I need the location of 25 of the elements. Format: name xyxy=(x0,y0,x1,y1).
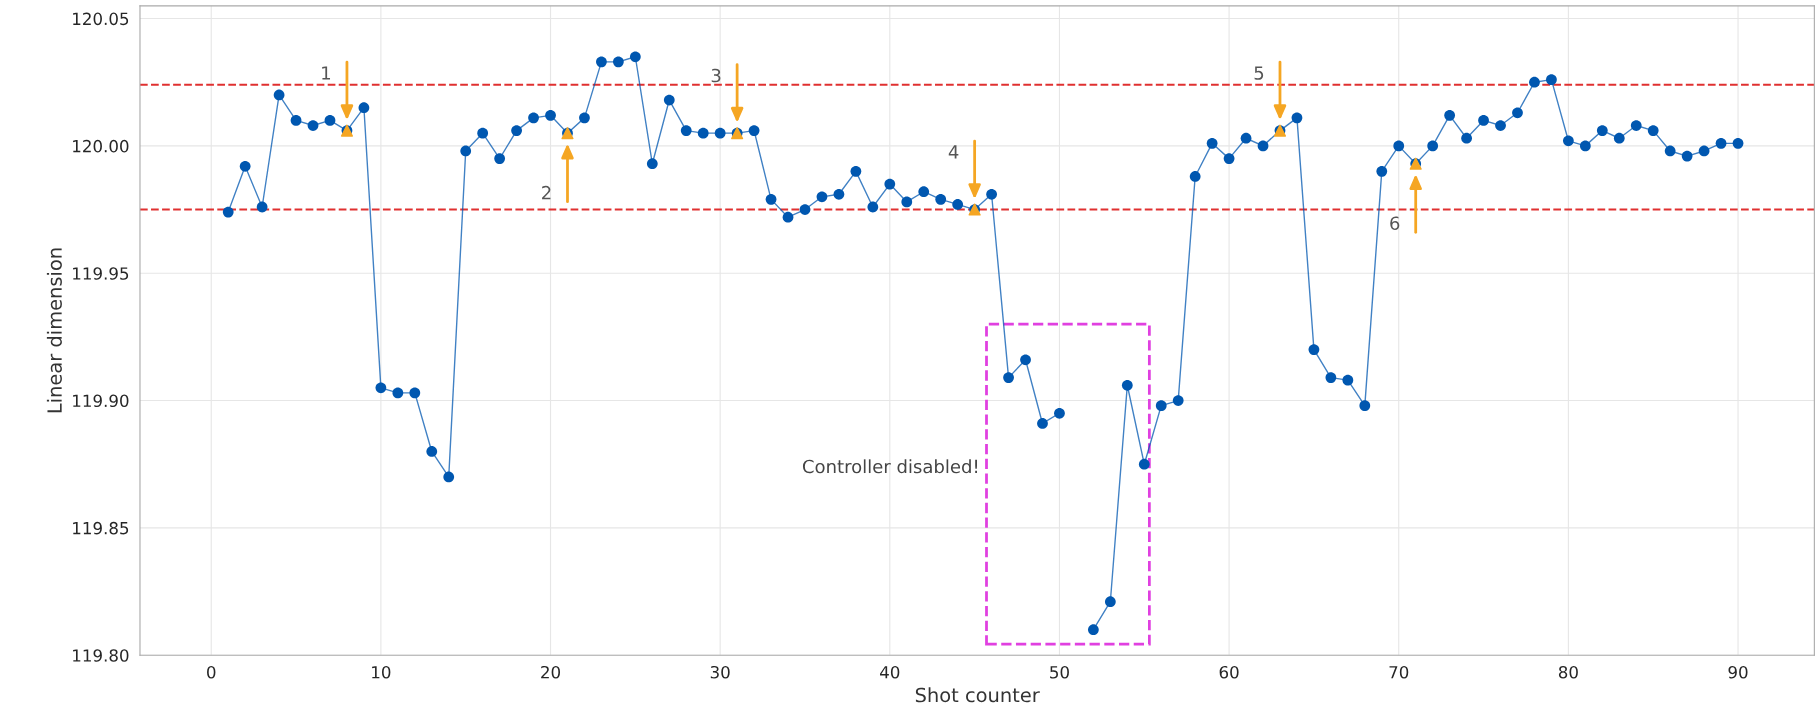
y-tick-label: 119.80 xyxy=(73,649,129,662)
x-tick-label: 0 xyxy=(207,665,216,679)
y-tick-label: 119.85 xyxy=(73,521,129,535)
y-tick-label: 119.95 xyxy=(73,267,129,280)
y-tick-label: 120.00 xyxy=(73,139,129,153)
x-tick-label: 60 xyxy=(1219,665,1239,679)
x-tick-label: 10 xyxy=(372,665,391,679)
x-tick-label: 20 xyxy=(541,665,561,679)
annotation: 5 xyxy=(1254,66,1264,80)
annotation: 2 xyxy=(542,185,551,200)
annotation: 3 xyxy=(711,68,721,83)
x-tick-label: 30 xyxy=(710,665,730,679)
annotation: 6 xyxy=(1390,216,1400,231)
x-axis-title: Shot counter xyxy=(915,687,1040,703)
x-tick-label: 40 xyxy=(880,665,900,679)
x-tick-label: 90 xyxy=(1728,665,1748,679)
y-axis-title: Linear dimension xyxy=(46,248,62,413)
y-tick-label: 119.90 xyxy=(73,394,129,408)
x-tick-label: 80 xyxy=(1558,665,1578,679)
annotation: 4 xyxy=(948,145,959,159)
annotation: 1 xyxy=(322,66,331,80)
x-tick-label: 70 xyxy=(1389,665,1409,679)
annotation: Controller disabled! xyxy=(802,459,977,474)
x-tick-label: 50 xyxy=(1050,665,1069,679)
y-tick-label: 120.05 xyxy=(73,12,129,26)
